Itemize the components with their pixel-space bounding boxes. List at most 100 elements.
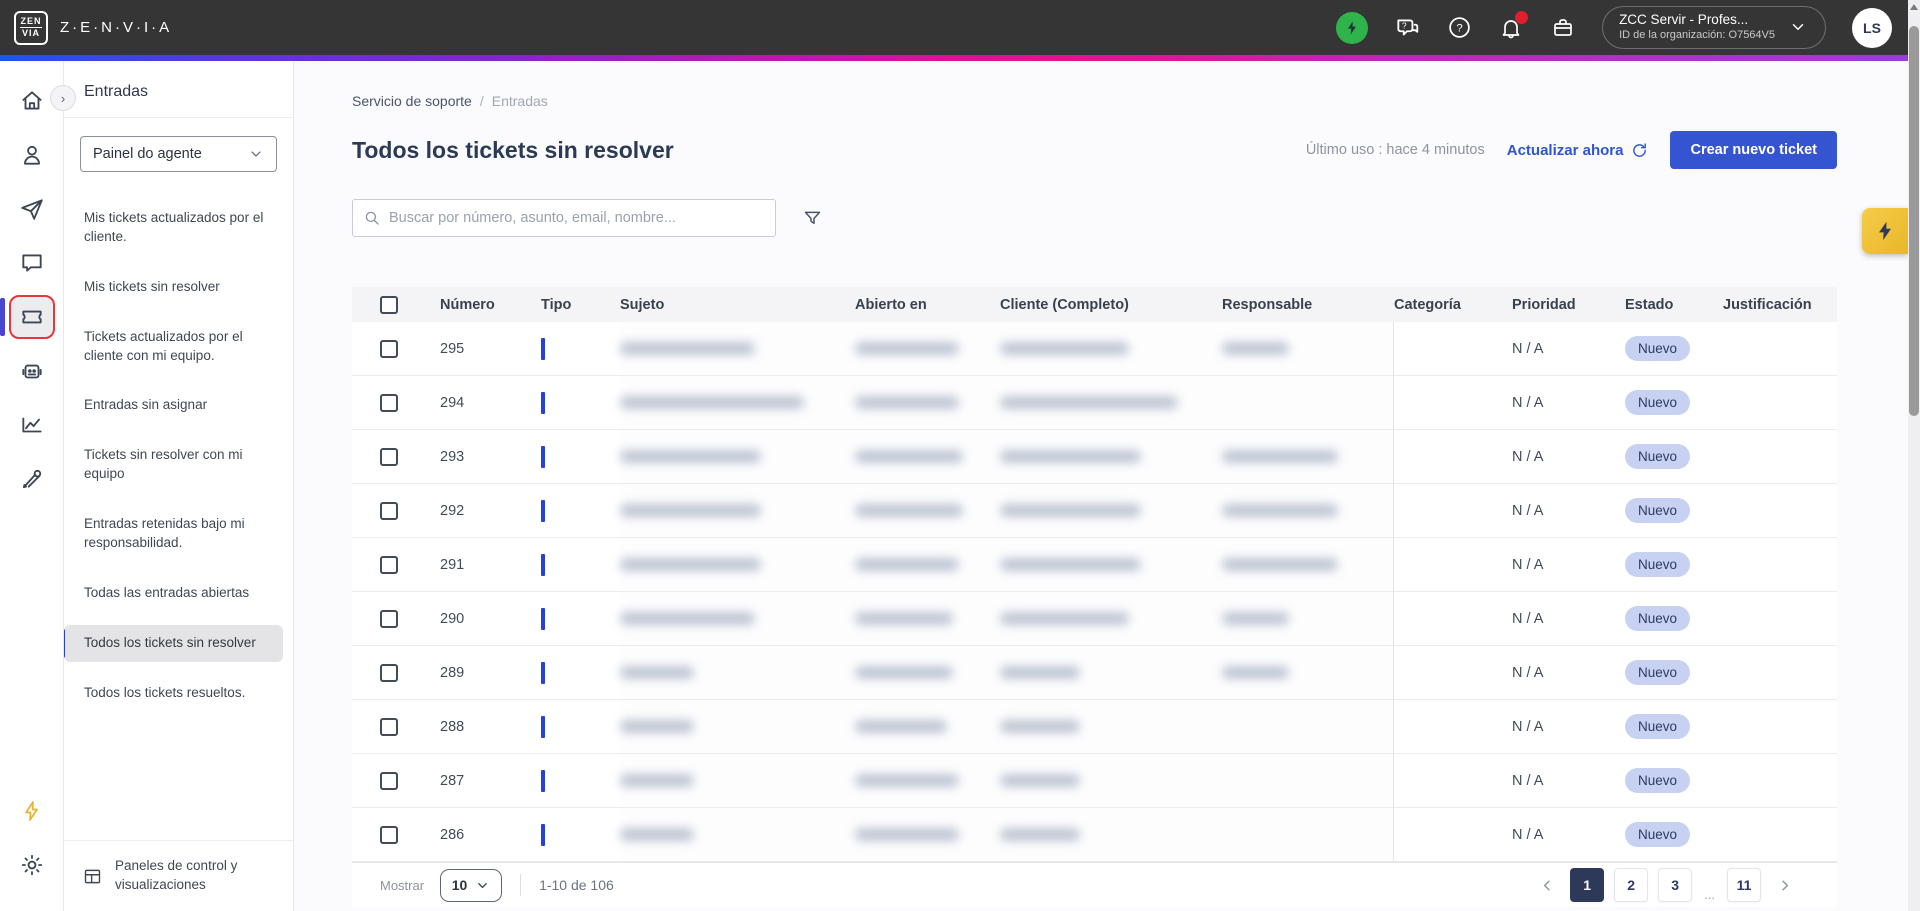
column-header-sujeto[interactable]: Sujeto [620,296,665,313]
sidebar-menu-item[interactable]: Todas las entradas abiertas [84,584,250,600]
sidebar-menu-item[interactable]: Todos los tickets sin resolver [64,624,283,662]
row-checkbox[interactable] [380,339,398,358]
table-row[interactable]: 295 N / A Nuevo [352,322,1837,376]
table-row[interactable]: 290 N / A Nuevo [352,592,1837,646]
row-checkbox[interactable] [380,825,398,844]
priority-value: N / A [1512,826,1544,843]
lightning-icon [1879,221,1891,241]
organization-selector[interactable]: ZCC Servir - Profes... ID de la organiza… [1602,5,1826,50]
ticket-type-bar [541,769,545,792]
search-input[interactable] [389,210,765,226]
help-icon[interactable]: ? [1446,15,1472,41]
row-checkbox[interactable] [380,663,398,682]
column-header-estado[interactable]: Estado [1625,296,1674,313]
create-ticket-button[interactable]: Crear nuevo ticket [1670,131,1837,169]
page-title: Todos los tickets sin resolver [352,136,674,163]
status-badge: Nuevo [1625,498,1691,523]
sidebar-item-contacts[interactable] [9,133,55,177]
redacted-assignee [1222,504,1338,517]
settings-gear-icon [21,854,42,876]
page-button-11[interactable]: 11 [1727,868,1761,902]
redacted-assignee [1222,666,1289,679]
row-checkbox[interactable] [380,771,398,790]
column-header-categoria[interactable]: Categoría [1394,296,1461,313]
priority-value: N / A [1512,718,1544,735]
breadcrumb-link-soporte[interactable]: Servicio de soporte [352,93,472,109]
status-badge: Nuevo [1625,336,1691,361]
sidebar-item-conversations[interactable] [9,241,55,285]
page-size-select[interactable]: 10 [440,868,503,902]
select-all-checkbox[interactable] [380,295,398,314]
sidebar-menu-item[interactable]: Mis tickets sin resolver [84,278,220,294]
column-header-tipo[interactable]: Tipo [541,296,572,313]
entries-sidebar: Entradas Painel do agente Mis tickets ac… [64,61,294,911]
rail-settings[interactable] [9,843,55,887]
zenvia-logo-icon: ZEN VIA [14,10,48,45]
redacted-subject [620,558,761,571]
user-avatar[interactable]: LS [1852,7,1892,48]
sidebar-item-analytics[interactable] [9,403,55,447]
chevron-down-icon [251,151,261,157]
redacted-client [1000,666,1080,679]
table-row[interactable]: 287 N / A Nuevo [352,754,1837,808]
page-button-2[interactable]: 2 [1614,868,1649,902]
row-checkbox[interactable] [380,501,398,520]
sidebar-menu-item[interactable]: Tickets actualizados por el cliente con … [84,328,243,363]
row-checkbox[interactable] [380,609,398,628]
refresh-now-link[interactable]: Actualizar ahora [1507,142,1649,159]
sidebar-item-bots[interactable] [9,349,55,393]
send-icon [20,199,43,220]
row-checkbox[interactable] [380,447,398,466]
scrollbar-thumb[interactable] [1909,26,1919,416]
sidebar-item-home[interactable] [9,79,55,123]
briefcase-icon[interactable] [1550,15,1576,41]
sidebar-menu-item[interactable]: Mis tickets actualizados por el cliente. [84,210,264,244]
redacted-client [1000,504,1141,517]
tickets-icon [21,310,42,324]
sidebar-item-dashboards[interactable]: Paneles de control y visualizaciones [64,840,293,911]
row-checkbox[interactable] [380,393,398,412]
sidebar-menu-item[interactable]: Entradas retenidas bajo mi responsabilid… [84,516,245,551]
table-row[interactable]: 292 N / A Nuevo [352,484,1837,538]
column-header-justificacion[interactable]: Justificación [1723,296,1812,313]
zenvia-logo[interactable]: ZEN VIA Z·E·N·V·I·A [14,10,172,45]
table-row[interactable]: 294 N / A Nuevo [352,376,1837,430]
page-scrollbar[interactable] [1908,0,1920,911]
agent-panel-select[interactable]: Painel do agente [80,136,277,172]
notifications-bell-icon[interactable] [1498,10,1529,41]
column-header-cliente[interactable]: Cliente (Completo) [1000,296,1129,313]
column-header-abierto-en[interactable]: Abierto en [855,296,927,313]
quick-actions-fab[interactable] [1862,208,1908,254]
sidebar-menu-item[interactable]: Entradas sin asignar [84,397,208,413]
sidebar-menu-item[interactable]: Tickets sin resolver con mi equipo [84,447,243,482]
next-page-button[interactable] [1771,872,1797,898]
table-row[interactable]: 286 N / A Nuevo [352,808,1837,862]
chevron-down-icon [1792,24,1804,30]
row-checkbox[interactable] [380,717,398,736]
table-row[interactable]: 293 N / A Nuevo [352,430,1837,484]
filter-funnel-icon[interactable] [802,208,823,229]
sidebar-item-campaigns[interactable] [9,187,55,231]
sidebar-item-tools[interactable] [9,457,55,501]
rail-lightning[interactable] [9,789,55,833]
table-row[interactable]: 288 N / A Nuevo [352,700,1837,754]
chat-question-icon[interactable]: ? [1394,15,1420,41]
redacted-client [1000,828,1080,841]
status-badge: Nuevo [1625,660,1691,685]
status-lightning-icon[interactable] [1336,11,1369,44]
column-header-prioridad[interactable]: Prioridad [1512,296,1576,313]
column-header-numero[interactable]: Número [440,296,495,313]
priority-value: N / A [1512,610,1544,627]
table-row[interactable]: 289 N / A Nuevo [352,646,1837,700]
sidebar-menu-item[interactable]: Todos los tickets resueltos. [84,684,246,700]
sidebar-item-tickets[interactable] [0,295,55,339]
page-button-3[interactable]: 3 [1658,868,1693,902]
column-header-responsable[interactable]: Responsable [1222,296,1313,313]
sidebar-expand-button[interactable]: › [50,85,76,111]
redacted-subject [620,504,761,517]
scrollbar-up-arrow[interactable] [1910,4,1918,10]
page-button-1[interactable]: 1 [1570,868,1605,902]
row-checkbox[interactable] [380,555,398,574]
table-row[interactable]: 291 N / A Nuevo [352,538,1837,592]
previous-page-button[interactable] [1534,872,1560,898]
